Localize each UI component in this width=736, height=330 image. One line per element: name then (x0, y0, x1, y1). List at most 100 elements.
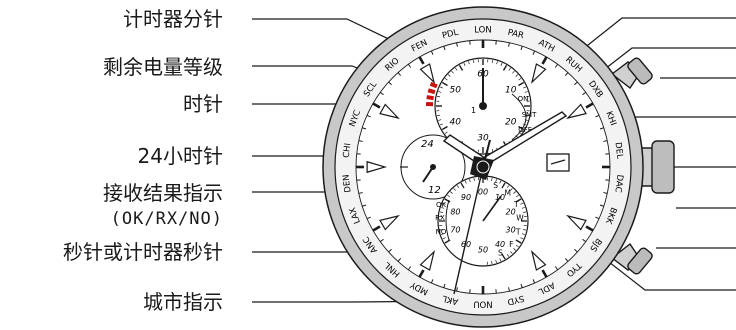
bezel-tick (599, 127, 604, 130)
city-code-akl: AKL (441, 293, 459, 307)
bezel-tick (358, 192, 363, 194)
chrono-minute-tick (502, 64, 508, 71)
weekday-letter: F (509, 240, 513, 249)
reception-code-ok: OK (436, 201, 447, 209)
city-code-khi: KHI (603, 110, 617, 127)
hour-marker (530, 250, 547, 271)
chrono-second-tick (501, 253, 506, 260)
chrono-minute-tick (512, 70, 515, 74)
chrono-minute-number: 40 (450, 118, 462, 128)
bezel-tick (456, 287, 458, 292)
hour-marker (379, 214, 400, 231)
chrono-minute-tick (439, 123, 443, 126)
reception-code-rx: RX (435, 214, 445, 222)
label-second-hand: 秒针或计时器秒针 (63, 240, 223, 264)
dial-24h-top-number: 24 (421, 139, 434, 150)
bezel-tick (379, 238, 384, 243)
function-label-off: OFF (518, 126, 532, 134)
bezel-tick (582, 91, 587, 96)
weekday-letter: M (505, 189, 511, 198)
hand-24h (422, 166, 434, 183)
bezel-tick (430, 279, 434, 284)
chrono-second-tick (464, 180, 467, 184)
chrono-minute-tick (447, 74, 451, 77)
bezel-tick (599, 204, 604, 207)
chrono-second-tick (515, 244, 519, 248)
chrono-minute-tick (472, 59, 475, 64)
chrono-second-tick (506, 253, 510, 257)
city-code-dac: DAC (612, 174, 624, 193)
chrono-second-tick (513, 248, 516, 251)
chrono-second-number: 70 (450, 225, 460, 234)
hour-marker (379, 103, 400, 120)
chrono-minute-tick (500, 62, 503, 66)
hour-marker (566, 214, 587, 231)
function-label-on: ON (518, 95, 529, 103)
chrono-minute-tick (441, 125, 448, 131)
power-reserve-indicator (425, 81, 438, 107)
chrono-second-tick (506, 185, 510, 189)
bezel-tick (508, 287, 510, 292)
chrono-minute-tick (444, 78, 448, 81)
bezel-tick (388, 248, 392, 253)
hour-markers (366, 63, 587, 271)
chrono-minute-tick (451, 70, 454, 74)
chrono-second-tick (523, 211, 527, 213)
chrono-second-tick (491, 177, 493, 181)
chrono-second-tick (441, 233, 445, 235)
chrono-second-tick (450, 191, 453, 194)
chrono-minute-tick (444, 131, 448, 134)
chrono-second-tick (447, 194, 451, 198)
city-code-nou: NOU (473, 299, 492, 309)
bezel-tick (564, 258, 569, 262)
city-code-par: PAR (507, 28, 525, 42)
power-reserve-mark (426, 95, 434, 101)
chrono-minute-tick (525, 114, 530, 117)
upper-pusher-cap (627, 57, 653, 85)
chrono-minute-tick (491, 59, 494, 64)
chrono-second-tick (515, 239, 522, 244)
label-city-indicator: 城市指示 (143, 290, 223, 314)
bezel-tick (430, 50, 434, 55)
bezel-tick (407, 63, 412, 68)
bezel-tick (366, 216, 371, 220)
hour-marker (366, 160, 388, 174)
city-code-pdl: PDL (441, 28, 460, 42)
bezel-tick (585, 225, 594, 232)
power-reserve-mark (427, 88, 436, 95)
subdial-one-label: 1 (471, 106, 476, 115)
chrono-second-tick (439, 211, 443, 213)
bezel-tick (388, 81, 392, 86)
chrono-minute-tick (524, 91, 528, 93)
center-hub (476, 160, 490, 174)
bezel-tick (574, 81, 578, 86)
chrono-second-tick (439, 229, 443, 231)
chrono-second-ticks (439, 177, 527, 265)
bezel-tick (418, 269, 425, 278)
chrono-minute-tick (463, 62, 466, 66)
chrono-second-tick (442, 237, 446, 240)
bezel-tick (508, 42, 510, 47)
label-24h-hand: 24小时针 (137, 144, 223, 168)
bezel-tick (362, 204, 367, 207)
bezel-tick (379, 91, 384, 96)
chrono-second-number: 00 (478, 188, 488, 197)
chrono-second-number: 80 (450, 208, 460, 217)
bezel-tick (603, 140, 608, 142)
chrono-minute-tick (518, 78, 522, 81)
bezel-tick (366, 114, 371, 118)
bezel-tick (595, 216, 600, 220)
dial-24h-bottom-number: 12 (428, 185, 441, 196)
chrono-second-tick (453, 188, 456, 191)
city-code-lon: LON (474, 26, 491, 36)
chrono-second-tick (491, 261, 493, 265)
chrono-minute-tick (518, 81, 525, 87)
bezel-tick (520, 283, 523, 288)
chrono-minute-tick (508, 67, 511, 71)
chrono-second-tick (495, 179, 497, 183)
hour-marker (530, 63, 547, 84)
chrono-minute-tick (438, 119, 442, 121)
chrono-minute-tick (439, 86, 443, 89)
bezel-tick (582, 238, 587, 243)
